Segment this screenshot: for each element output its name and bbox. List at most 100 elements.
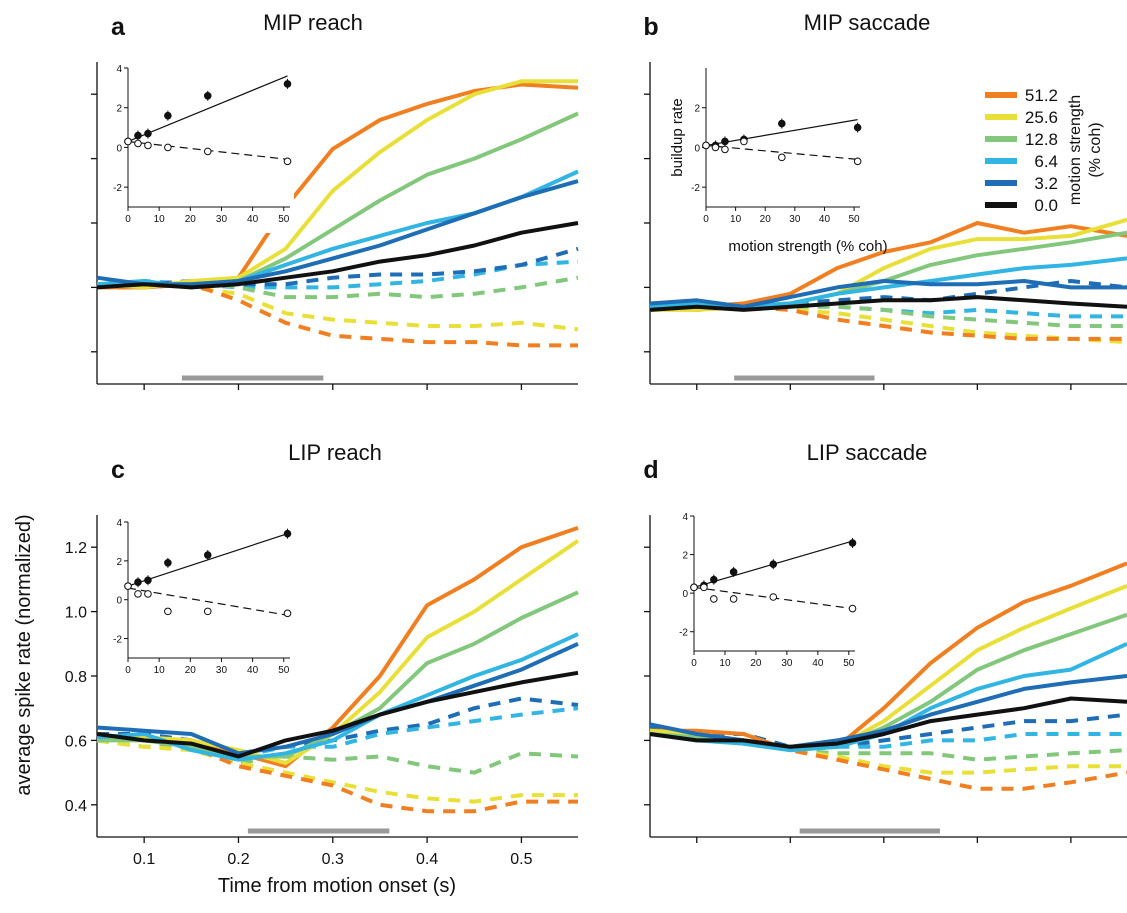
inset-point-open bbox=[711, 143, 720, 152]
inset-point-filled bbox=[144, 576, 152, 585]
inset-x-tick-label: 20 bbox=[760, 214, 772, 225]
series-line-solid-0_0 bbox=[649, 295, 1127, 312]
inset-point-open bbox=[769, 593, 778, 601]
series-line-dashed-3_2 bbox=[649, 279, 1127, 309]
panel-b: b MIP saccade 0 10 20 30 40 50 -2 0 2 buildup rate m… bbox=[643, 10, 1127, 390]
series-line-solid-3_2 bbox=[649, 279, 1127, 309]
inset-point-filled bbox=[283, 529, 292, 538]
panel-title: MIP saccade bbox=[804, 10, 931, 35]
legend-title: motion strength bbox=[1067, 95, 1084, 205]
inset-x-tick-label: 50 bbox=[278, 214, 290, 225]
inset-x-tick-label: 20 bbox=[750, 658, 762, 669]
y-tick-label: 0.4 bbox=[65, 798, 87, 815]
y-tick-label: 1.0 bbox=[65, 605, 87, 622]
inset-x-label: motion strength (% coh) bbox=[728, 238, 887, 255]
series-line-solid-6_4 bbox=[96, 632, 579, 762]
inset-x-tick-label: 0 bbox=[125, 214, 131, 225]
inset-x-tick-label: 10 bbox=[154, 665, 166, 676]
series-line-dashed-12_8 bbox=[649, 301, 1127, 328]
series-line-dashed-25_6 bbox=[649, 304, 1127, 345]
series-line-dashed-51_2 bbox=[649, 728, 1127, 791]
inset-x-tick-label: 0 bbox=[691, 658, 697, 669]
inset-fit-line-preferred bbox=[127, 75, 288, 143]
inset-y-tick-label: 2 bbox=[682, 551, 688, 562]
x-tick-label: 0.4 bbox=[416, 851, 438, 868]
panel-label: b bbox=[643, 13, 658, 41]
inset-y-tick-label: 2 bbox=[116, 557, 122, 568]
inset-x-tick-label: 40 bbox=[819, 214, 831, 225]
inset-x-tick-label: 20 bbox=[185, 214, 197, 225]
x-tick-label: 0.5 bbox=[510, 851, 532, 868]
x-axis-label: Time from motion onset (s) bbox=[218, 875, 456, 897]
inset-point-filled bbox=[134, 131, 142, 140]
panel-d: d LIP saccade 0 10 20 30 40 50 -2 0 2 4 bbox=[643, 440, 1127, 843]
series-line-dashed-25_6 bbox=[96, 282, 579, 332]
inset-point-filled bbox=[853, 123, 862, 132]
y-tick-label: 0.6 bbox=[65, 733, 87, 750]
inset-x-tick-label: 50 bbox=[849, 214, 861, 225]
inset-point-open bbox=[124, 137, 132, 146]
x-tick-label: 0.1 bbox=[133, 851, 155, 868]
inset-point-filled bbox=[710, 575, 718, 584]
panel-title: MIP reach bbox=[263, 10, 363, 35]
inset-y-tick-label: -2 bbox=[679, 628, 688, 639]
inset-fit-line-preferred bbox=[705, 119, 858, 147]
inset-point-open bbox=[164, 143, 172, 152]
inset-point-open bbox=[144, 590, 152, 598]
inset-point-open bbox=[848, 604, 857, 613]
inset-fit-line-null bbox=[127, 587, 288, 616]
inset-point-open bbox=[710, 595, 718, 603]
legend-label: 25.6 bbox=[1025, 108, 1058, 127]
legend-title-unit: (% coh) bbox=[1087, 122, 1104, 177]
inset-point-filled bbox=[729, 568, 738, 576]
series-line-dashed-3_2 bbox=[649, 712, 1127, 749]
series-line-dashed-12_8 bbox=[96, 738, 579, 775]
series-line-dashed-6_4 bbox=[649, 728, 1127, 753]
inset-x-tick-label: 50 bbox=[278, 665, 290, 676]
inset-x-tick-label: 40 bbox=[247, 665, 259, 676]
inset-point-open bbox=[164, 607, 172, 616]
inset-y-tick-label: 0 bbox=[116, 143, 122, 154]
inset-y-tick-label: 4 bbox=[682, 512, 688, 523]
series-line-solid-0_0 bbox=[96, 670, 579, 759]
inset-x-tick-label: 30 bbox=[781, 658, 793, 669]
legend-label: 12.8 bbox=[1025, 130, 1058, 149]
inset-point-filled bbox=[144, 129, 152, 138]
series-line-dashed-6_4 bbox=[96, 259, 579, 290]
series-line-dashed-51_2 bbox=[96, 732, 578, 814]
inset-plot: 0 10 20 30 40 50 -2 0 2 4 bbox=[113, 64, 294, 233]
inset-x-tick-label: 0 bbox=[703, 214, 709, 225]
inset-point-filled bbox=[203, 551, 212, 559]
series-line-dashed-51_2 bbox=[97, 282, 578, 348]
inset-point-open bbox=[690, 583, 698, 592]
inset-point-filled bbox=[164, 559, 172, 567]
inset-point-filled bbox=[721, 137, 729, 146]
series-line-solid-3_2 bbox=[96, 641, 579, 756]
inset-y-tick-label: 4 bbox=[116, 64, 122, 75]
inset-point-open bbox=[283, 609, 292, 618]
panel-title: LIP reach bbox=[288, 440, 382, 465]
inset-point-open bbox=[144, 141, 152, 150]
y-axis-label: average spike rate (normalized) bbox=[13, 514, 35, 795]
inset-y-tick-label: 0 bbox=[694, 143, 700, 154]
series-line-solid-0_0 bbox=[649, 696, 1127, 749]
inset-x-tick-label: 40 bbox=[247, 214, 259, 225]
inset-y-tick-label: -2 bbox=[691, 183, 700, 194]
series-line-dashed-25_6 bbox=[649, 732, 1127, 775]
x-tick-label: 0.3 bbox=[322, 851, 344, 868]
inset-point-filled bbox=[164, 111, 172, 120]
series-line-dashed-12_8 bbox=[96, 275, 579, 300]
inset-y-tick-label: 0 bbox=[682, 589, 688, 600]
inset-point-open bbox=[700, 583, 708, 592]
y-tick-label: 1.2 bbox=[65, 540, 87, 557]
legend-label: 0.0 bbox=[1034, 196, 1058, 215]
inset-point-open bbox=[283, 157, 292, 166]
inset-point-open bbox=[203, 607, 212, 616]
series-line-dashed-6_4 bbox=[96, 706, 579, 759]
series-line-dashed-25_6 bbox=[96, 738, 578, 804]
series-line-solid-3_2 bbox=[649, 674, 1127, 749]
inset-point-filled bbox=[134, 578, 142, 587]
inset-y-tick-label: 2 bbox=[694, 104, 700, 115]
inset-x-tick-label: 30 bbox=[789, 214, 801, 225]
inset-x-tick-label: 30 bbox=[216, 214, 228, 225]
